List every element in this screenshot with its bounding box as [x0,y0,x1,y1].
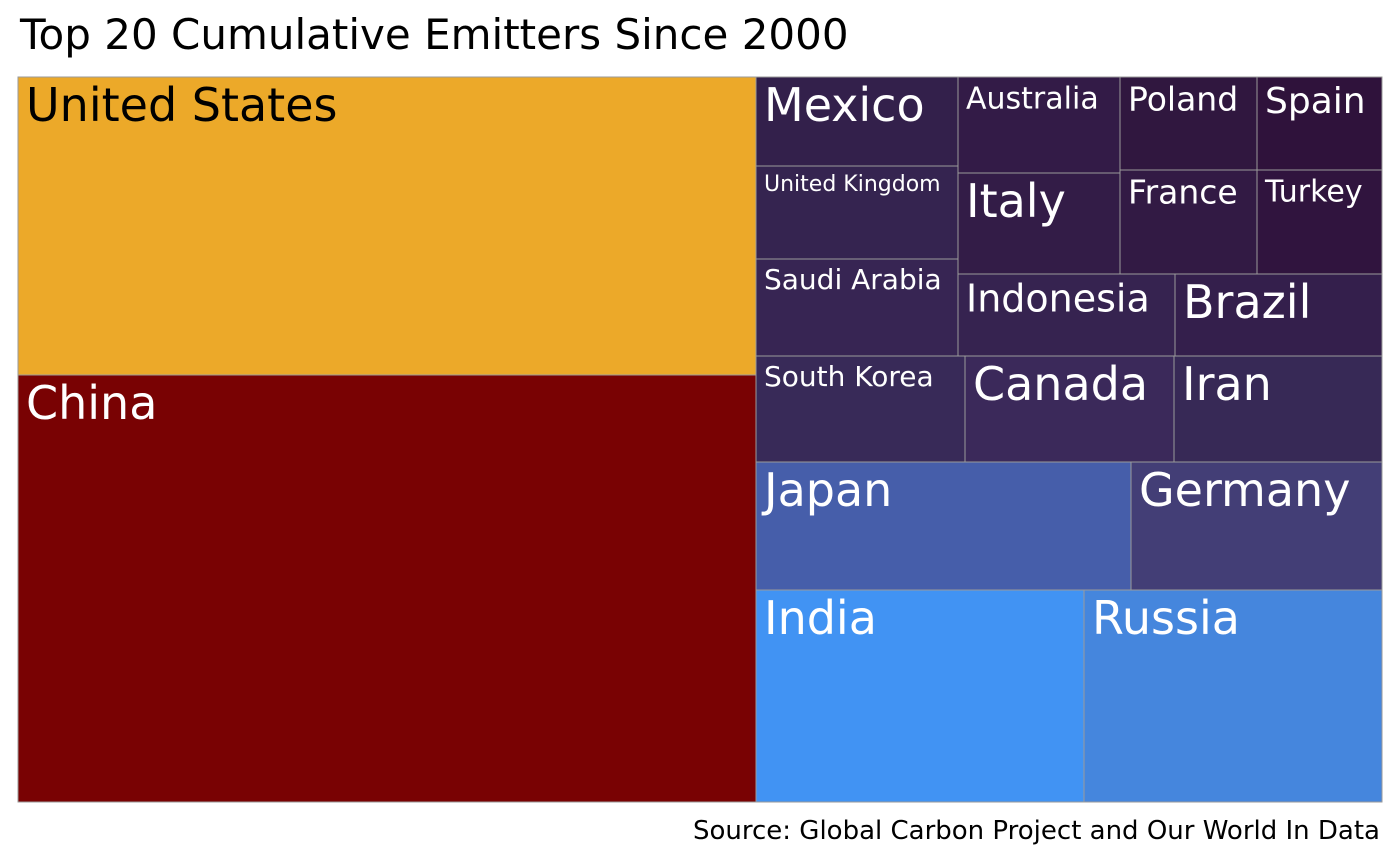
tile-saudi-arabia: Saudi Arabia [755,258,959,357]
tile-label: United Kingdom [764,172,941,197]
tile-australia: Australia [957,76,1121,174]
tile-label: Turkey [1264,174,1363,209]
tile-label: Germany [1139,463,1350,517]
tile-indonesia: Indonesia [957,273,1176,357]
tile-label: South Korea [764,360,934,393]
tile-label: China [26,376,157,430]
tile-poland: Poland [1119,76,1258,171]
tile-label: Spain [1265,81,1366,122]
tile-united-kingdom: United Kingdom [755,165,959,260]
tile-label: Poland [1128,80,1238,119]
tile-label: India [764,591,877,645]
tile-rect [964,355,1175,463]
tile-rect [17,76,757,376]
tile-rect [755,76,959,167]
tile-italy: Italy [957,172,1121,275]
tile-iran: Iran [1173,355,1383,463]
tile-label: Brazil [1183,275,1311,329]
tile-rect [755,461,1132,591]
tile-canada: Canada [964,355,1175,463]
tile-south-korea: South Korea [755,355,966,463]
tile-rect [1174,273,1383,357]
tile-rect [755,355,966,463]
tile-germany: Germany [1130,461,1383,591]
tile-rect [1256,169,1383,275]
chart-title: Top 20 Cumulative Emitters Since 2000 [20,10,849,59]
tile-rect [755,165,959,260]
tile-label: Iran [1182,357,1272,411]
tile-mexico: Mexico [755,76,959,167]
tile-rect [755,589,1085,803]
tile-rect [1173,355,1383,463]
tile-spain: Spain [1256,76,1383,171]
tile-turkey: Turkey [1256,169,1383,275]
tile-label: United States [26,78,338,132]
tile-label: Australia [966,81,1099,116]
tile-rect [1130,461,1383,591]
tile-japan: Japan [755,461,1132,591]
tile-label: Canada [973,357,1148,411]
tile-rect [957,273,1176,357]
tile-russia: Russia [1083,589,1383,803]
tile-rect [1119,169,1258,275]
tile-france: France [1119,169,1258,275]
tile-label: Mexico [764,78,925,132]
tile-label: France [1128,173,1238,212]
chart-source-caption: Source: Global Carbon Project and Our Wo… [692,816,1380,846]
tile-rect [957,76,1121,174]
tile-rect [17,374,757,803]
tile-brazil: Brazil [1174,273,1383,357]
tile-label: Japan [761,463,892,517]
tile-india: India [755,589,1085,803]
tile-rect [755,258,959,357]
tile-label: Indonesia [966,277,1150,321]
tile-china: China [17,374,757,803]
tile-rect [1119,76,1258,171]
tile-rect [1256,76,1383,171]
tile-united-states: United States [17,76,757,376]
tile-label: Russia [1092,591,1240,645]
tile-label: Italy [966,174,1066,228]
tile-label: Saudi Arabia [764,263,942,296]
